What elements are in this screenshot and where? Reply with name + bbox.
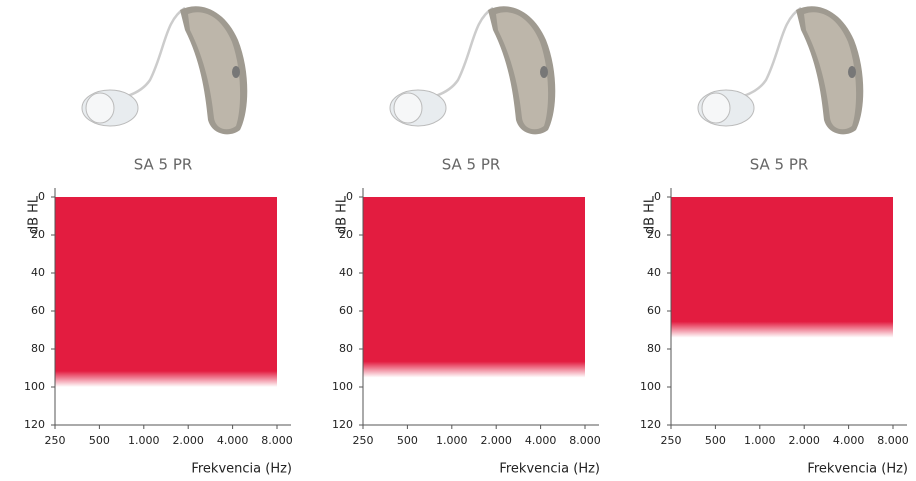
y-axis-label: dB HL xyxy=(335,195,350,234)
y-tick-label: 20 xyxy=(31,228,45,241)
x-tick-label: 4.000 xyxy=(217,434,249,447)
chart-title: SA 5 PR xyxy=(442,156,501,174)
y-tick-label: 100 xyxy=(640,380,661,393)
x-tick-label: 8.000 xyxy=(261,434,293,447)
x-tick-label: 1.000 xyxy=(744,434,776,447)
chart-title: SA 5 PR xyxy=(750,156,809,174)
y-tick-label: 0 xyxy=(654,190,661,203)
y-tick-label: 40 xyxy=(647,266,661,279)
x-tick-label: 250 xyxy=(353,434,374,447)
y-tick-label: 100 xyxy=(24,380,45,393)
fitting-range xyxy=(671,197,893,338)
x-axis-label: Frekvencia (Hz) xyxy=(191,462,292,477)
x-tick-label: 2.000 xyxy=(480,434,512,447)
fitting-range xyxy=(55,197,277,387)
x-tick-label: 500 xyxy=(397,434,418,447)
y-tick-label: 120 xyxy=(24,418,45,431)
y-axis-label: dB HL xyxy=(27,195,42,234)
y-tick-label: 20 xyxy=(647,228,661,241)
y-tick-label: 120 xyxy=(332,418,353,431)
y-tick-label: 80 xyxy=(31,342,45,355)
y-tick-label: 40 xyxy=(31,266,45,279)
x-tick-label: 1.000 xyxy=(128,434,160,447)
fitting-range xyxy=(363,197,585,378)
y-tick-label: 120 xyxy=(640,418,661,431)
y-tick-label: 60 xyxy=(31,304,45,317)
product-image xyxy=(80,5,249,136)
x-axis-label: Frekvencia (Hz) xyxy=(499,462,600,477)
x-tick-label: 4.000 xyxy=(833,434,865,447)
y-tick-label: 40 xyxy=(339,266,353,279)
x-tick-label: 2.000 xyxy=(172,434,204,447)
y-tick-label: 0 xyxy=(38,190,45,203)
y-tick-label: 20 xyxy=(339,228,353,241)
x-tick-label: 2.000 xyxy=(788,434,820,447)
y-tick-label: 80 xyxy=(339,342,353,355)
x-tick-label: 4.000 xyxy=(525,434,557,447)
y-tick-label: 100 xyxy=(332,380,353,393)
y-tick-label: 0 xyxy=(346,190,353,203)
y-tick-label: 60 xyxy=(339,304,353,317)
x-tick-label: 250 xyxy=(661,434,682,447)
y-axis-label: dB HL xyxy=(643,195,658,234)
chart-title: SA 5 PR xyxy=(134,156,193,174)
y-tick-label: 80 xyxy=(647,342,661,355)
product-image xyxy=(696,5,865,136)
x-tick-label: 1.000 xyxy=(436,434,468,447)
x-tick-label: 500 xyxy=(705,434,726,447)
x-tick-label: 8.000 xyxy=(877,434,909,447)
y-tick-label: 60 xyxy=(647,304,661,317)
x-axis-label: Frekvencia (Hz) xyxy=(807,462,908,477)
x-tick-label: 8.000 xyxy=(569,434,601,447)
x-tick-label: 250 xyxy=(45,434,66,447)
x-tick-label: 500 xyxy=(89,434,110,447)
product-image xyxy=(388,5,557,136)
